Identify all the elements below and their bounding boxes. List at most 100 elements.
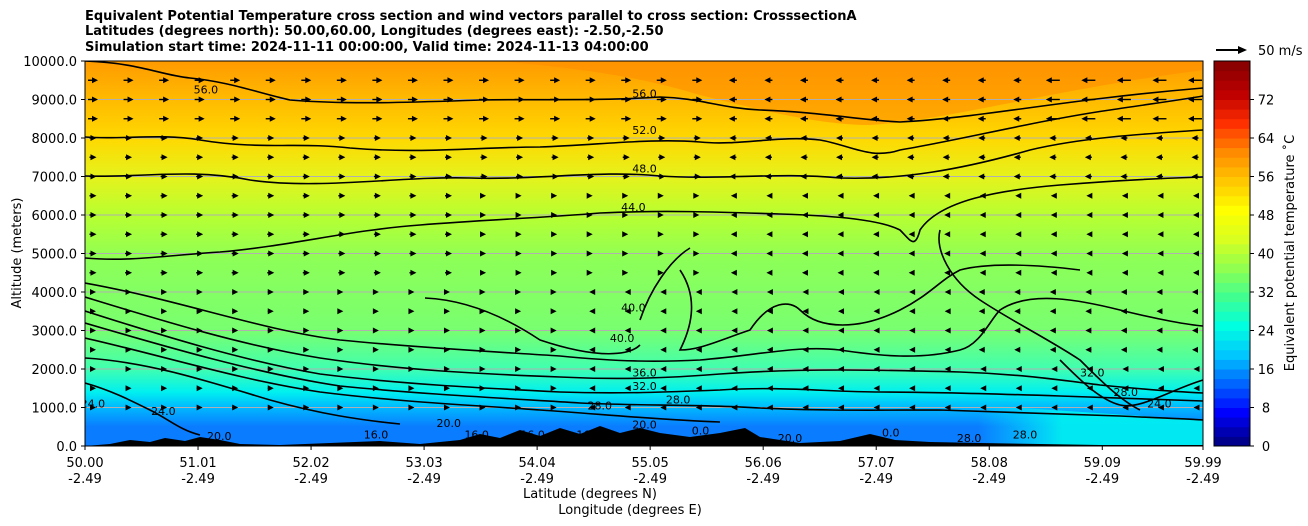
wind-vector-head: [234, 115, 241, 122]
wind-vector-head: [90, 231, 97, 238]
wind-vector: [980, 385, 987, 392]
wind-vector: [479, 327, 486, 334]
wind-vector-head: [979, 192, 986, 199]
wind-vector: [693, 212, 700, 218]
wind-vector: [624, 327, 631, 334]
x-tick-label-lat: 58.08: [971, 456, 1008, 471]
wind-vector-head: [339, 173, 346, 180]
wind-vector: [764, 77, 773, 84]
wind-vector-head: [728, 115, 735, 122]
wind-vector: [232, 404, 239, 411]
wind-vector: [515, 250, 522, 257]
wind-vector-head: [836, 173, 843, 180]
wind-vector: [515, 346, 522, 353]
wind-vector: [409, 231, 417, 238]
wind-vector: [1121, 212, 1128, 218]
wind-vector: [337, 404, 344, 411]
wind-vector: [338, 173, 346, 180]
wind-vector: [480, 135, 488, 141]
wind-vector: [196, 212, 204, 218]
wind-vector: [658, 173, 666, 180]
wind-vector-head: [835, 77, 842, 84]
wind-vector: [196, 327, 203, 334]
wind-vector-head: [909, 404, 916, 411]
wind-vector-head: [1084, 154, 1091, 161]
wind-vector-head: [1014, 346, 1021, 353]
wind-vector-head: [589, 96, 596, 103]
contour-label: 28.0: [666, 394, 691, 407]
wind-vector-head: [586, 192, 593, 199]
wind-vector: [1086, 404, 1093, 411]
wind-vector: [160, 154, 168, 161]
wind-vector-head: [1049, 154, 1056, 161]
wind-vector-head: [908, 212, 915, 218]
wind-vector: [409, 154, 417, 161]
wind-vector: [196, 173, 204, 180]
wind-vector-head: [268, 212, 275, 218]
wind-vector: [1157, 192, 1164, 199]
wind-vector-head: [483, 115, 490, 122]
wind-vector-head: [447, 77, 454, 84]
wind-vector: [515, 366, 522, 372]
wind-vector: [622, 231, 629, 238]
colorbar-band: [1214, 282, 1250, 293]
wind-vector: [338, 231, 346, 238]
wind-vector-head: [1193, 366, 1200, 372]
wind-vector: [944, 346, 951, 353]
wind-vector-head: [588, 154, 595, 161]
wind-vector-head: [1191, 135, 1198, 141]
y-tick-label: 10000.0: [23, 55, 77, 70]
wind-vector-head: [1013, 77, 1020, 84]
wind-vector-head: [696, 77, 703, 84]
wind-vector: [1122, 385, 1129, 392]
plot-area: 56.0 56.052.048.044.040.040.036.032.028.0…: [85, 61, 1203, 446]
wind-vector-head: [657, 192, 664, 199]
wind-vector: [1050, 212, 1057, 218]
wind-vector: [764, 96, 773, 103]
wind-vector: [1085, 346, 1092, 353]
wind-vector: [589, 327, 596, 334]
wind-vector-head: [163, 115, 170, 122]
wind-vector-head: [126, 173, 133, 180]
wind-vector: [731, 404, 738, 411]
wind-vector: [515, 404, 522, 411]
wind-vector: [1050, 192, 1057, 199]
wind-vector-head: [340, 96, 347, 103]
contour-52: [85, 95, 1203, 155]
wind-vector-head: [126, 192, 133, 199]
wind-vector-head: [554, 77, 561, 84]
x-tick-label-lon: -2.49: [972, 472, 1006, 487]
wind-vector-head: [729, 135, 736, 141]
wind-vector: [516, 135, 524, 141]
wind-vector-head: [408, 346, 415, 353]
wind-vector-head: [624, 308, 631, 315]
wind-vector: [980, 366, 987, 372]
wind-vector-head: [339, 135, 346, 141]
wind-vector-head: [871, 96, 878, 103]
wind-vector-head: [1015, 192, 1022, 199]
wind-vector-head: [589, 366, 596, 372]
wind-vector-head: [907, 135, 914, 141]
wind-vector: [657, 192, 664, 199]
wind-vector-head: [909, 366, 916, 372]
wind-vector-head: [408, 289, 415, 295]
wind-vector: [693, 250, 700, 257]
wind-vector: [1156, 327, 1163, 334]
wind-vector-head: [1086, 269, 1093, 276]
wind-vector: [1014, 308, 1021, 315]
wind-vector: [302, 269, 310, 276]
wind-vector-head: [90, 250, 97, 257]
wind-vector: [1085, 308, 1092, 315]
contour-32-east: [1059, 359, 1203, 407]
wind-vector-head: [480, 192, 487, 199]
wind-vector: [408, 346, 415, 353]
wind-vector: [303, 308, 310, 315]
wind-vector-head: [873, 327, 880, 334]
wind-vector-head: [693, 269, 700, 276]
wind-vector-head: [554, 115, 561, 122]
wind-vector-head: [374, 135, 381, 141]
wind-vector-head: [944, 269, 951, 276]
wind-vector: [1193, 385, 1200, 392]
wind-vector: [801, 231, 808, 238]
wind-vector-head: [764, 135, 771, 141]
